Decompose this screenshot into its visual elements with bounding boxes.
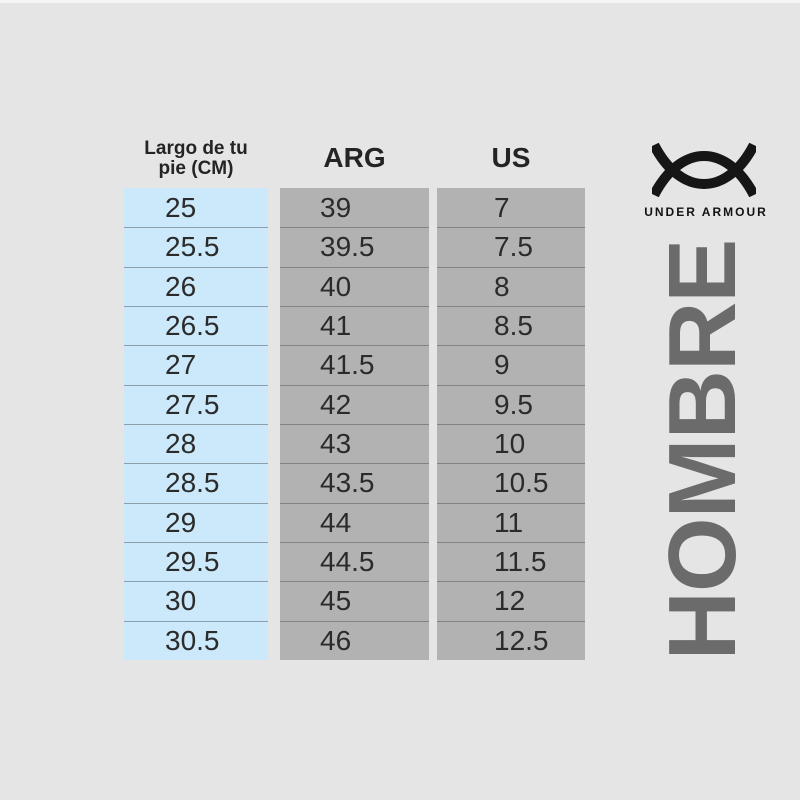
cell-foot-length-cm: 30 <box>124 581 268 621</box>
table-row: 27 41.5 9 <box>124 345 585 385</box>
cell-size-arg: 41 <box>280 305 429 346</box>
cell-size-arg: 46 <box>280 620 429 660</box>
cell-size-arg: 39.5 <box>280 227 429 267</box>
cell-size-arg: 39 <box>280 188 429 228</box>
cell-foot-length-cm: 29.5 <box>124 541 268 582</box>
cell-size-arg: 43 <box>280 423 429 464</box>
cell-size-us: 7 <box>437 188 585 228</box>
cell-size-arg: 45 <box>280 581 429 621</box>
cell-size-us: 12.5 <box>437 620 585 660</box>
under-armour-wordmark: UNDER ARMOUR <box>644 205 768 219</box>
size-table-body: 25 39 7 25.5 39.5 7.5 26 40 8 26.5 41 8.… <box>124 188 585 660</box>
cell-size-us: 11 <box>437 502 585 542</box>
cell-foot-length-cm: 25.5 <box>124 227 268 267</box>
col-header-foot-length: Largo de tu pie (CM) <box>124 139 268 179</box>
cell-foot-length-cm: 26 <box>124 266 268 306</box>
table-row: 28 43 10 <box>124 423 585 464</box>
cell-foot-length-cm: 28.5 <box>124 463 268 503</box>
table-row: 25 39 7 <box>124 188 585 228</box>
cell-foot-length-cm: 25 <box>124 188 268 228</box>
cell-foot-length-cm: 28 <box>124 423 268 464</box>
cell-foot-length-cm: 29 <box>124 502 268 542</box>
cell-size-arg: 41.5 <box>280 345 429 385</box>
col-header-foot-length-line2: pie (CM) <box>158 158 234 179</box>
under-armour-logo-icon <box>652 143 756 197</box>
table-row: 25.5 39.5 7.5 <box>124 227 585 267</box>
table-row: 26.5 41 8.5 <box>124 305 585 346</box>
hombre-vertical-label: HOMBRE <box>649 239 756 661</box>
cell-size-us: 8.5 <box>437 305 585 346</box>
cell-size-us: 12 <box>437 581 585 621</box>
table-row: 30.5 46 12.5 <box>124 620 585 660</box>
table-row: 28.5 43.5 10.5 <box>124 463 585 503</box>
cell-size-arg: 44.5 <box>280 541 429 582</box>
cell-size-arg: 40 <box>280 266 429 306</box>
cell-foot-length-cm: 27.5 <box>124 384 268 424</box>
cell-size-us: 9.5 <box>437 384 585 424</box>
cell-size-us: 7.5 <box>437 227 585 267</box>
cell-size-us: 8 <box>437 266 585 306</box>
top-edge-strip <box>0 0 800 3</box>
table-row: 26 40 8 <box>124 266 585 306</box>
cell-foot-length-cm: 30.5 <box>124 620 268 660</box>
col-header-us: US <box>491 142 531 173</box>
cell-size-arg: 43.5 <box>280 463 429 503</box>
cell-foot-length-cm: 26.5 <box>124 305 268 346</box>
cell-size-us: 9 <box>437 345 585 385</box>
cell-size-arg: 44 <box>280 502 429 542</box>
table-row: 29 44 11 <box>124 502 585 542</box>
cell-size-us: 10 <box>437 423 585 464</box>
table-row: 29.5 44.5 11.5 <box>124 541 585 582</box>
cell-foot-length-cm: 27 <box>124 345 268 385</box>
cell-size-us: 11.5 <box>437 541 585 582</box>
table-row: 30 45 12 <box>124 581 585 621</box>
cell-size-arg: 42 <box>280 384 429 424</box>
cell-size-us: 10.5 <box>437 463 585 503</box>
col-header-arg: ARG <box>323 142 386 173</box>
col-header-foot-length-line1: Largo de tu <box>144 138 248 159</box>
table-row: 27.5 42 9.5 <box>124 384 585 424</box>
